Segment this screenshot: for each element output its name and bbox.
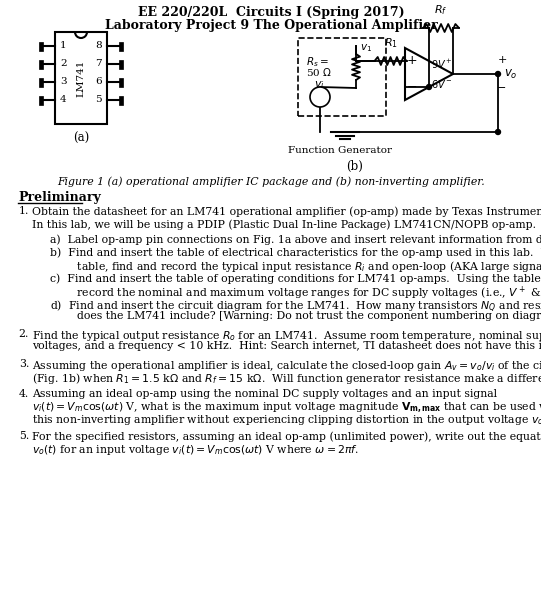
Text: $R_f$: $R_f$ bbox=[434, 3, 448, 17]
Text: $R_s =$: $R_s =$ bbox=[306, 55, 329, 69]
Text: 3.: 3. bbox=[18, 359, 29, 369]
Text: LM741: LM741 bbox=[76, 59, 85, 97]
Bar bbox=[39, 42, 43, 51]
Text: $v_i$: $v_i$ bbox=[314, 79, 325, 91]
Bar bbox=[119, 95, 123, 104]
Text: (Fig. 1b) when $R_1 = 1.5$ k$\Omega$ and $R_f = 15$ k$\Omega$.  Will function ge: (Fig. 1b) when $R_1 = 1.5$ k$\Omega$ and… bbox=[32, 371, 541, 386]
Text: (b): (b) bbox=[347, 160, 364, 173]
Text: 50 $\Omega$: 50 $\Omega$ bbox=[306, 66, 332, 78]
Text: +: + bbox=[316, 89, 324, 98]
Text: −: − bbox=[315, 95, 325, 106]
Text: 4: 4 bbox=[60, 95, 67, 104]
Text: does the LM741 include? [Warning: Do not trust the component numbering on diagra: does the LM741 include? [Warning: Do not… bbox=[56, 311, 541, 321]
Text: Laboratory Project 9 The Operational Amplifier: Laboratory Project 9 The Operational Amp… bbox=[104, 19, 437, 32]
Text: d)  Find and insert the circuit diagram for the LM741.  How many transistors $N_: d) Find and insert the circuit diagram f… bbox=[50, 299, 541, 315]
Text: 2: 2 bbox=[60, 60, 67, 68]
Bar bbox=[119, 42, 123, 51]
Bar bbox=[298, 38, 386, 116]
Text: b)  Find and insert the table of electrical characteristics for the op-amp used : b) Find and insert the table of electric… bbox=[50, 247, 541, 257]
Text: +: + bbox=[407, 54, 417, 66]
Text: Obtain the datasheet for an LM741 operational amplifier (op-amp) made by Texas I: Obtain the datasheet for an LM741 operat… bbox=[32, 206, 541, 230]
Text: (a): (a) bbox=[73, 132, 89, 145]
Text: c)  Find and insert the table of operating conditions for LM741 op-amps.  Using : c) Find and insert the table of operatin… bbox=[50, 273, 541, 283]
Circle shape bbox=[496, 129, 500, 135]
Text: 7: 7 bbox=[95, 60, 102, 68]
Bar bbox=[119, 77, 123, 86]
Circle shape bbox=[426, 85, 432, 89]
Text: −: − bbox=[497, 83, 507, 93]
Text: Find the typical output resistance $R_o$ for an LM741.  Assume room temperature,: Find the typical output resistance $R_o$… bbox=[32, 329, 541, 343]
Text: Function Generator: Function Generator bbox=[288, 146, 392, 155]
Text: 2.: 2. bbox=[18, 329, 29, 339]
Bar bbox=[39, 95, 43, 104]
Text: $9V^+$: $9V^+$ bbox=[431, 57, 453, 71]
Text: EE 220/220L  Circuits I (Spring 2017): EE 220/220L Circuits I (Spring 2017) bbox=[138, 6, 404, 19]
Circle shape bbox=[496, 71, 500, 77]
Text: Assuming the operational amplifier is ideal, calculate the closed-loop gain $A_v: Assuming the operational amplifier is id… bbox=[32, 359, 541, 373]
Bar bbox=[39, 60, 43, 68]
Text: 1.: 1. bbox=[18, 206, 29, 216]
Text: Figure 1 (a) operational amplifier IC package and (b) non-inverting amplifier.: Figure 1 (a) operational amplifier IC pa… bbox=[57, 176, 485, 187]
Text: $6V^-$: $6V^-$ bbox=[431, 78, 453, 90]
Text: Preliminary: Preliminary bbox=[18, 191, 101, 204]
Text: a)  Label op-amp pin connections on Fig. 1a above and insert relevant informatio: a) Label op-amp pin connections on Fig. … bbox=[50, 234, 541, 245]
Text: −: − bbox=[407, 80, 417, 94]
Bar bbox=[55, 32, 107, 124]
Text: 1: 1 bbox=[60, 42, 67, 51]
Text: $v_1$: $v_1$ bbox=[360, 42, 372, 54]
Bar bbox=[39, 77, 43, 86]
Text: 6: 6 bbox=[95, 77, 102, 86]
Text: For the specified resistors, assuming an ideal op-amp (unlimited power), write o: For the specified resistors, assuming an… bbox=[32, 431, 541, 442]
Text: 3: 3 bbox=[60, 77, 67, 86]
Text: $v_i(t) = V_m \cos(\omega t)$ V, what is the maximum input voltage magnitude $\m: $v_i(t) = V_m \cos(\omega t)$ V, what is… bbox=[32, 401, 541, 416]
Text: 5.: 5. bbox=[19, 431, 29, 441]
Text: 8: 8 bbox=[95, 42, 102, 51]
Circle shape bbox=[310, 87, 330, 107]
Text: $v_o(t)$ for an input voltage $v_i(t) = V_m \cos(\omega t)$ V where $\omega = 2\: $v_o(t)$ for an input voltage $v_i(t) = … bbox=[32, 443, 359, 457]
Text: voltages, and a frequency < 10 kHz.  Hint: Search internet, TI datasheet does no: voltages, and a frequency < 10 kHz. Hint… bbox=[32, 341, 541, 351]
Text: +: + bbox=[497, 55, 507, 65]
Text: 4.: 4. bbox=[19, 389, 29, 399]
Text: 5: 5 bbox=[95, 95, 102, 104]
Text: Assuming an ideal op-amp using the nominal DC supply voltages and an input signa: Assuming an ideal op-amp using the nomin… bbox=[32, 389, 497, 399]
Bar bbox=[119, 60, 123, 68]
Text: record the nominal and maximum voltage ranges for DC supply voltages (i.e., $V^+: record the nominal and maximum voltage r… bbox=[56, 285, 541, 302]
Text: $R_1$: $R_1$ bbox=[384, 36, 398, 50]
Text: this non-inverting amplifier without experiencing clipping distortion in the out: this non-inverting amplifier without exp… bbox=[32, 413, 541, 427]
Text: table, find and record the typical input resistance $R_i$ and open-loop (AKA lar: table, find and record the typical input… bbox=[56, 259, 541, 274]
Text: $v_o$: $v_o$ bbox=[504, 68, 518, 80]
